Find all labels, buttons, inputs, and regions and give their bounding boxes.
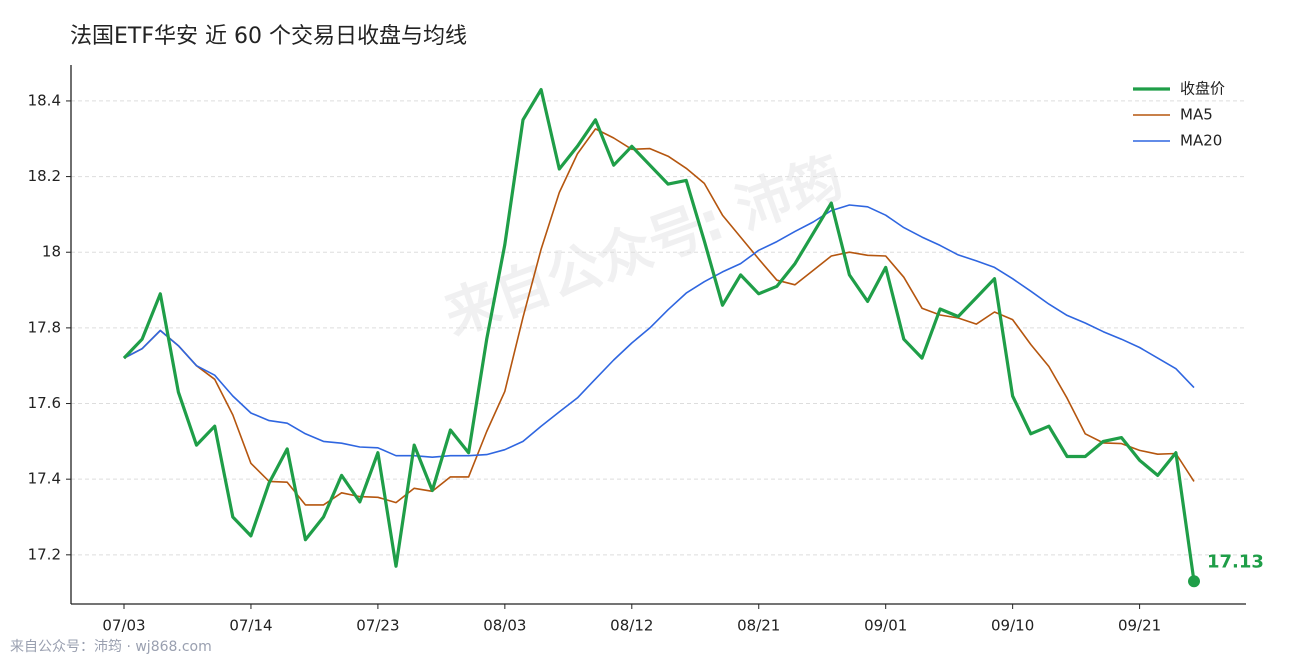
legend-label: MA20 <box>1180 132 1222 150</box>
watermark: 来自公众号: 沛筠 <box>436 145 851 347</box>
series-line <box>123 128 1195 506</box>
x-tick-label: 09/01 <box>864 617 907 635</box>
y-tick-label: 17.4 <box>28 470 61 488</box>
x-tick-label: 07/14 <box>229 617 272 635</box>
y-tick-label: 18.2 <box>28 167 61 185</box>
x-tick-label: 09/21 <box>1118 617 1161 635</box>
y-tick-label: 18.4 <box>28 91 61 109</box>
last-value-label: 17.13 <box>1207 551 1264 572</box>
x-tick-label: 07/23 <box>356 617 399 635</box>
chart-title: 法国ETF华安 近 60 个交易日收盘与均线 <box>70 24 467 49</box>
last-point <box>1188 575 1200 588</box>
x-tick-label: 07/03 <box>102 617 145 635</box>
y-tick-label: 17.6 <box>28 394 61 412</box>
legend-label: 收盘价 <box>1180 80 1225 98</box>
y-tick-label: 17.2 <box>28 545 61 563</box>
x-tick-label: 08/03 <box>483 617 526 635</box>
footer: 来自公众号：沛筠 · wj868.com <box>10 638 212 655</box>
x-tick-label: 08/21 <box>737 617 780 635</box>
x-tick-label: 09/10 <box>991 617 1034 635</box>
y-tick-label: 18 <box>42 243 61 261</box>
series-line <box>122 88 1196 582</box>
y-tick-label: 17.8 <box>28 318 61 336</box>
legend-label: MA5 <box>1180 106 1213 124</box>
x-tick-label: 08/12 <box>610 617 653 635</box>
series-line <box>123 204 1195 458</box>
